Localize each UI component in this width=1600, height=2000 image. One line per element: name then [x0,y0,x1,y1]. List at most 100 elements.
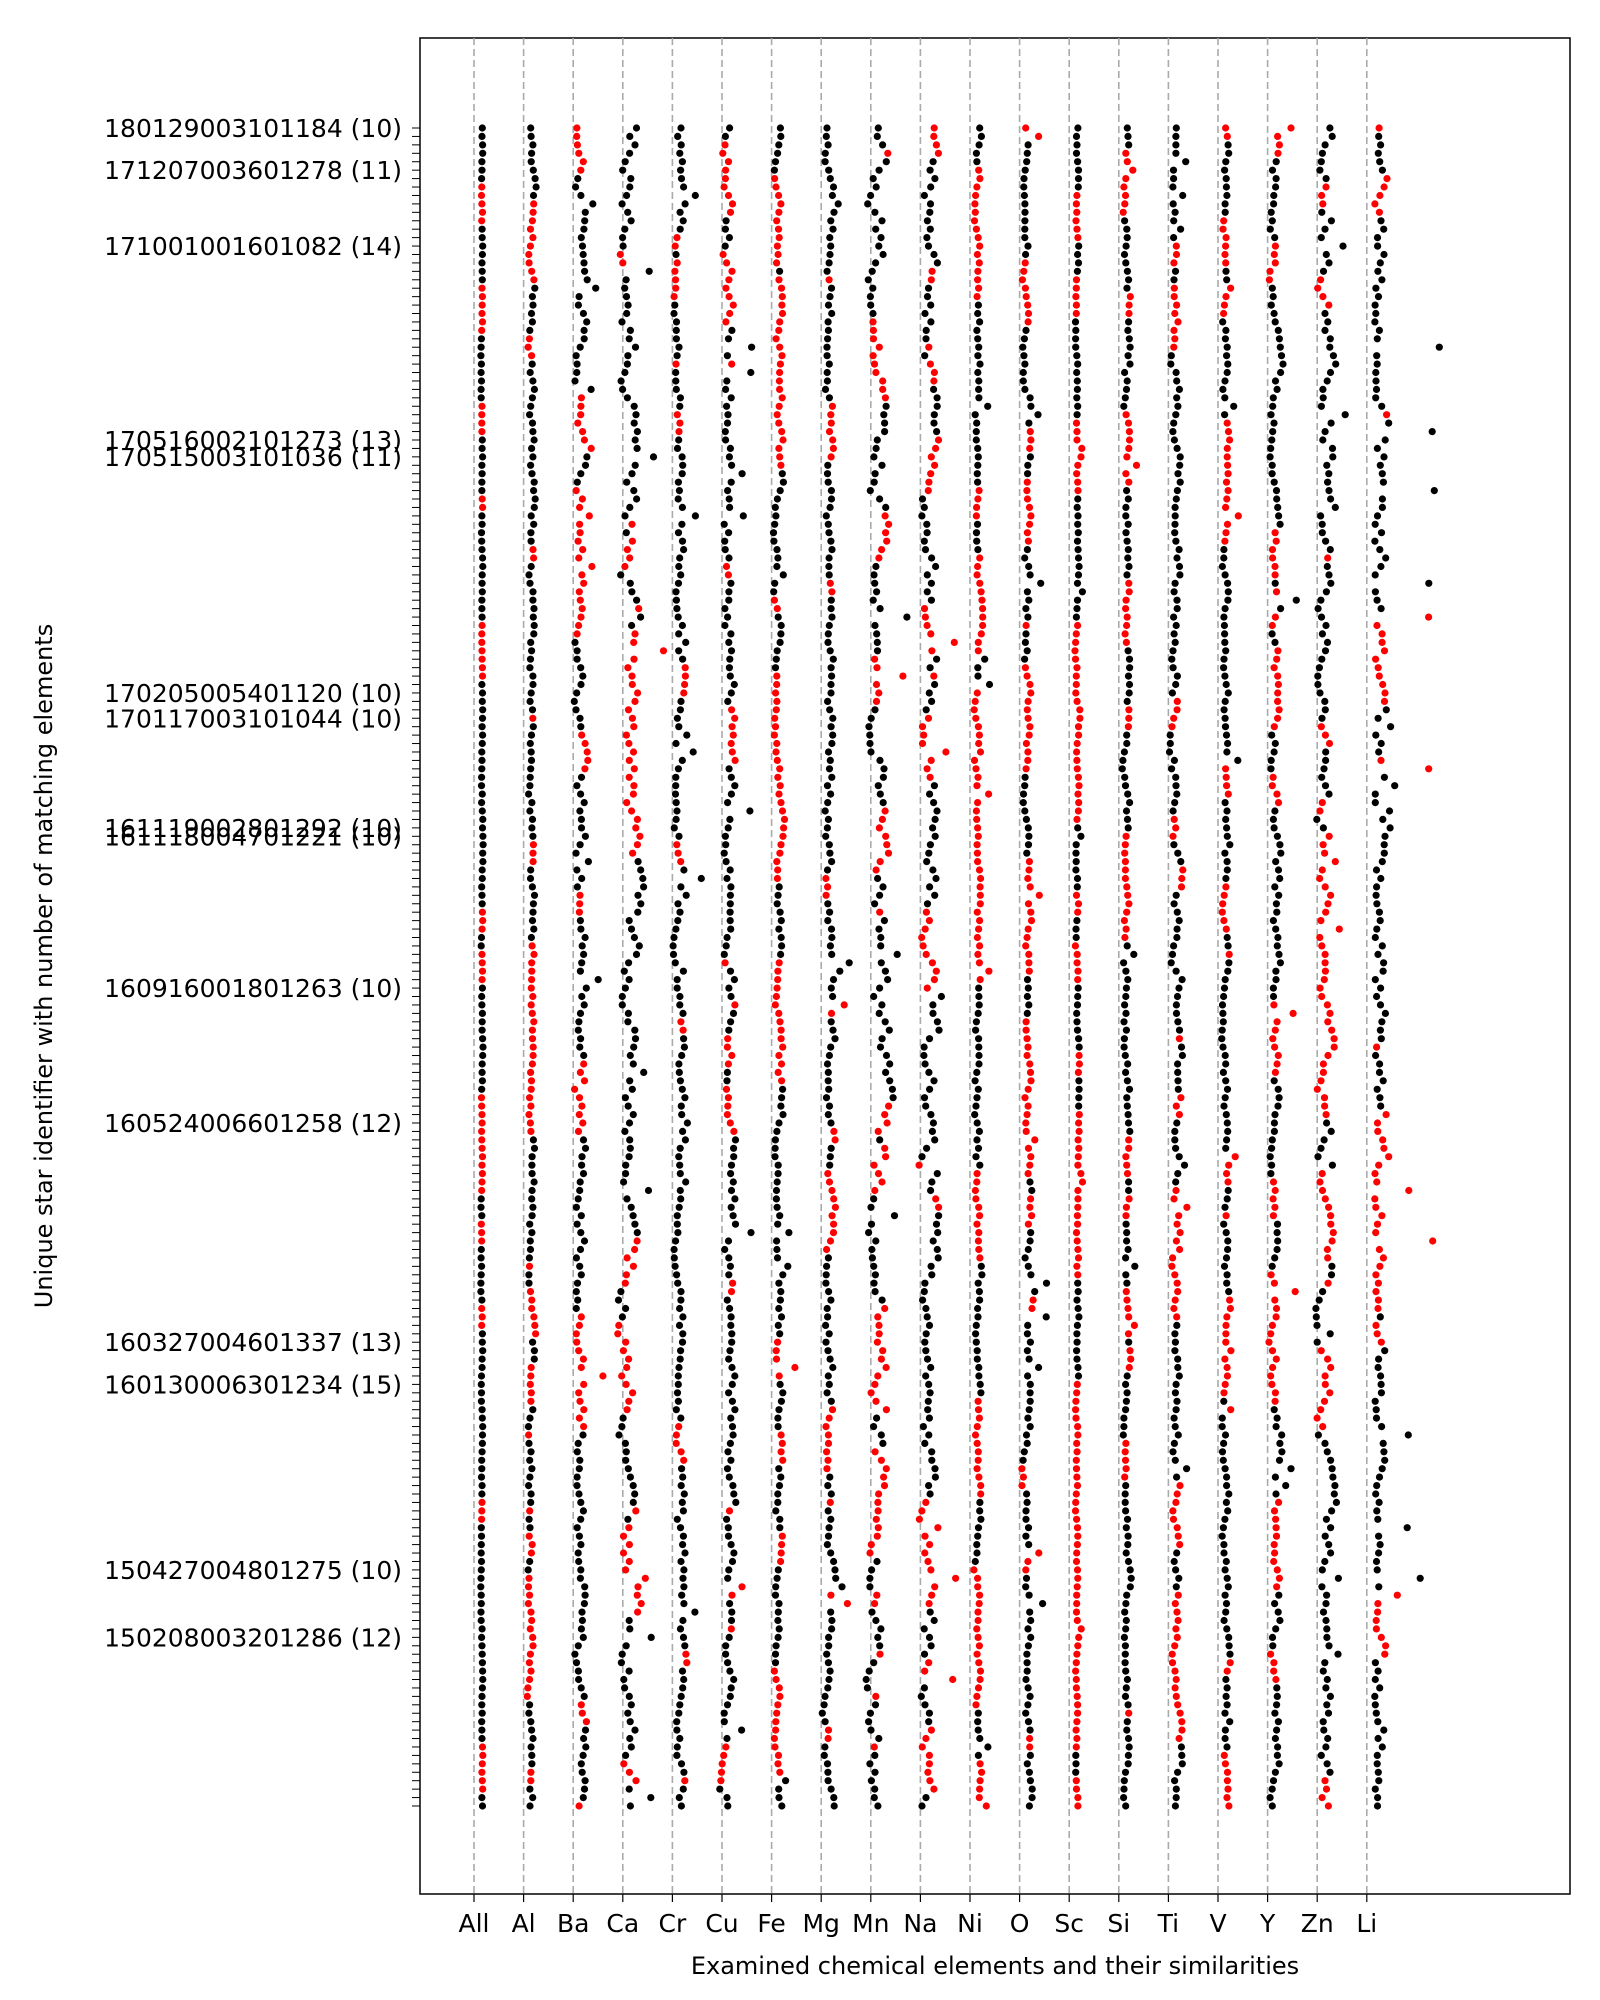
data-point [1022,1574,1031,1582]
data-point [1269,402,1277,410]
data-point [478,647,486,655]
data-point [1072,1414,1080,1422]
data-point [479,917,487,925]
data-point [770,731,779,739]
data-point [975,394,983,402]
data-point [720,950,728,959]
data-point [1123,1170,1132,1178]
data-point [1327,1363,1335,1372]
data-point [727,1414,735,1422]
data-point [922,908,931,916]
data-point [868,1245,876,1254]
data-point [677,141,685,149]
data-point [1169,664,1177,672]
data-point [1071,318,1080,326]
data-point [1130,950,1138,959]
data-point [1173,933,1181,942]
data-point [1323,638,1332,647]
data-point [478,132,486,140]
data-point [927,1111,935,1119]
data-point [881,428,889,436]
data-point [869,284,877,292]
data-point [1328,1507,1336,1515]
data-point [779,1111,787,1119]
data-point [1314,1431,1322,1439]
data-point [1318,942,1326,950]
data-point [478,276,486,284]
data-point [1224,1178,1232,1186]
x-axis-ticks: All Al Ba Ca Cr Cu Fe Mg Mn Na Ni O Sc Si Ti V Y Zn Li [459,1894,1377,1938]
data-point [822,1279,830,1287]
data-point [679,1574,687,1582]
data-point [1072,217,1080,225]
data-point [1268,630,1276,638]
data-point [1219,385,1227,393]
data-point [1174,1355,1182,1363]
data-point [619,234,627,242]
data-point [1274,503,1282,511]
data-point [479,1423,487,1431]
data-point [672,799,680,807]
data-points [477,124,1443,1810]
data-point [626,1144,634,1152]
data-point [1425,613,1433,621]
data-point [628,680,636,689]
data-point [1223,343,1231,351]
data-point [1273,1229,1281,1237]
data-point [1073,1515,1081,1523]
data-point [1023,495,1032,503]
data-point [581,1726,590,1734]
data-point [1271,1473,1279,1481]
data-point [1024,470,1032,478]
y-tick-label: 171207003601278 (11) [104,156,402,185]
data-point [1175,1734,1183,1743]
data-point [1120,250,1129,259]
data-point [724,1448,732,1456]
data-point [776,487,784,495]
data-point [931,1465,939,1473]
data-point [1171,1802,1179,1810]
data-point [1073,141,1081,149]
data-point [774,1701,782,1709]
data-point [881,419,889,427]
data-point [477,335,485,343]
data-point [822,1271,830,1279]
data-point [828,588,836,596]
data-point [580,1734,588,1743]
data-point [1331,1482,1339,1490]
data-point [1376,1060,1384,1068]
data-point [920,1051,928,1060]
data-point [478,697,486,706]
data-point [640,1068,648,1076]
data-point [478,1119,486,1127]
data-point [821,1743,829,1751]
data-point [1073,874,1082,883]
data-point [1377,1389,1385,1397]
data-point [1131,1262,1139,1270]
data-point [626,1734,634,1743]
data-point [641,1574,649,1582]
data-point [976,1161,984,1169]
data-point [634,908,642,916]
data-point [1325,571,1333,579]
data-point [478,1161,486,1169]
data-point [1319,267,1328,275]
data-point [1372,1271,1380,1279]
data-point [478,1448,486,1456]
y-tick-label: 180129003101184 (10) [104,114,402,143]
data-point [773,546,781,554]
data-point [580,1406,588,1414]
data-point [974,824,982,832]
data-point [1268,621,1276,630]
data-point [1317,723,1325,731]
data-point [525,1431,533,1439]
data-point [1074,1363,1082,1372]
data-point [478,444,486,452]
data-point [879,141,887,149]
data-point [677,1802,686,1810]
data-point [1221,1203,1229,1211]
data-point [1025,959,1033,967]
data-point [874,124,882,132]
data-point [1171,1296,1179,1304]
data-point [867,1203,875,1211]
